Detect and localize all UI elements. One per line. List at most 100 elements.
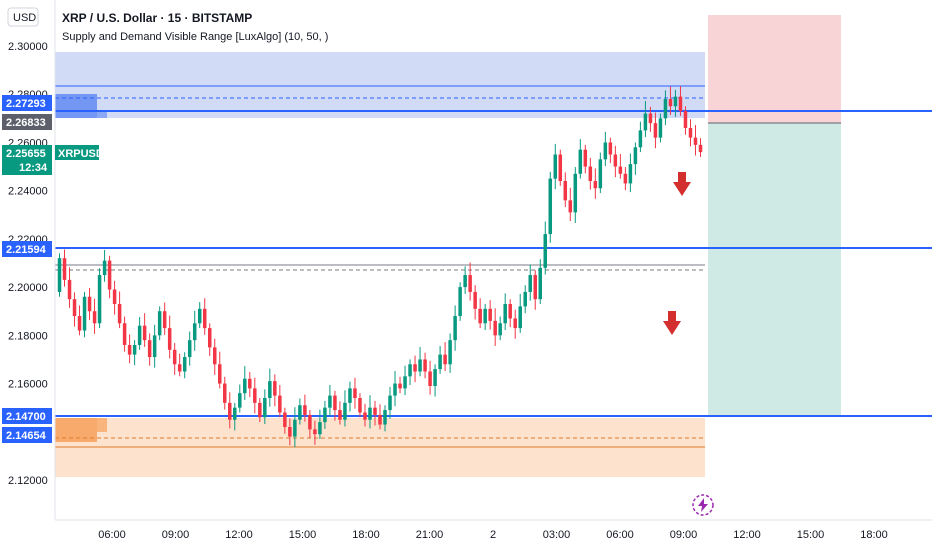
badge-demand-upper-text: 2.14700 [6,411,46,423]
x-tick-label: 06:00 [98,529,126,541]
candle-body [318,422,322,435]
candle-body [603,142,608,160]
candle-body [102,260,107,276]
x-axis-ticks: 06:00 09:00 12:00 15:00 18:00 21:00 2 03:00 06:0… [98,529,888,541]
badge-demand-lower [2,427,52,443]
x-tick-label: 18:00 [860,529,888,541]
candle-body [508,303,512,319]
candle-body [57,258,62,292]
x-tick-label: 2 [490,529,496,541]
last-price-value: 2.25655 [6,148,46,160]
candle-body [378,414,382,425]
candle-body [127,344,132,355]
candle-body [112,289,117,304]
candle-body [478,308,482,324]
x-tick-label: 15:00 [289,529,317,541]
candle-body [628,164,633,184]
candle-body [523,291,527,307]
candle-body [498,323,502,336]
candle-body [248,378,252,389]
candle-body [683,111,688,128]
candle-body [77,316,82,331]
candle-body [177,364,182,372]
candle-body [303,405,307,415]
candle-body [202,308,207,329]
candle-body [273,381,277,396]
candle-body [453,316,457,341]
candle-body [167,328,172,350]
candle-body [463,275,467,288]
candle-body [343,402,347,420]
candle-body [162,311,167,329]
candle-body [243,378,247,394]
y-tick-label: 2.16000 [8,379,48,391]
candle-body [688,127,693,138]
candle-body [573,173,578,213]
symbol-badge-text: XRPUSD [58,148,104,160]
badge-demand-upper [2,408,52,424]
y-tick-label: 2.30000 [8,41,48,53]
indicator-title[interactable]: Supply and Demand Visible Range [LuxAlgo… [62,31,328,43]
candle-body [638,130,643,148]
candle-body [518,306,522,329]
candle-body [433,369,437,386]
take-profit-zone [708,123,841,415]
symbol-title[interactable]: XRP / U.S. Dollar · 15 · BITSTAMP [62,11,252,25]
candle-body [197,308,202,324]
candle-body [568,200,573,213]
demand-volume-bar-2 [97,418,107,432]
candle-body [533,275,537,300]
last-price-countdown: 12:34 [19,162,48,174]
x-tick-label: 15:00 [797,529,825,541]
candle-body [528,275,532,292]
badge-mid-line-text: 2.21594 [6,244,47,256]
x-tick-label: 21:00 [416,529,444,541]
y-tick-label: 2.20000 [8,282,48,294]
candle-body [223,383,227,403]
candle-body [72,299,77,317]
candle-body [87,296,92,312]
x-tick-label: 09:00 [162,529,190,541]
candle-body [483,308,487,324]
candle-body [493,320,497,336]
candle-body [598,159,603,189]
x-tick-label: 03:00 [543,529,571,541]
currency-box[interactable] [7,7,39,27]
y-tick-label: 2.18000 [8,330,48,342]
candle-body [132,344,137,355]
candle-body [473,291,477,309]
x-tick-label: 06:00 [606,529,634,541]
candle-body [147,340,152,358]
supply-volume-bar-2 [97,110,107,118]
candle-body [673,96,678,107]
candle-body [458,287,462,317]
candle-body [398,383,402,389]
candle-body [368,407,372,420]
candle-body [62,258,67,280]
down-arrow-icon [673,172,691,196]
candle-body [117,303,122,324]
candles-group [57,86,703,448]
stop-loss-zone [708,15,841,123]
candle-body [513,318,517,329]
candle-body [668,99,673,107]
candle-body [538,267,543,300]
candle-body [388,395,392,411]
candle-body [373,407,377,415]
candle-body [363,412,367,420]
candle-body [643,113,648,131]
candle-body [663,99,668,119]
candle-body [333,395,337,411]
badge-supply-upper [2,95,52,111]
candle-body [543,234,548,268]
candle-body [323,407,327,423]
candle-body [67,279,72,300]
x-tick-label: 18:00 [352,529,380,541]
candle-body [157,311,162,336]
candle-body [418,359,422,372]
lightning-icon[interactable] [692,494,714,516]
candle-body [107,260,112,290]
y-axis-panel[interactable] [0,0,55,550]
